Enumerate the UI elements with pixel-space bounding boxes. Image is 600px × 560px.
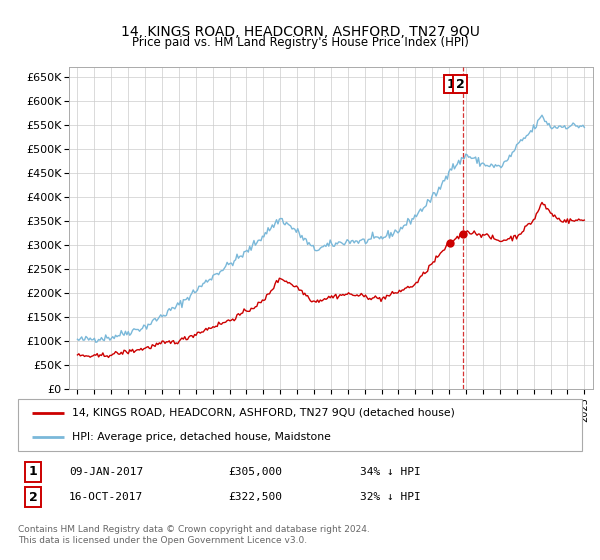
Text: 1: 1 [446,77,455,91]
Text: £322,500: £322,500 [228,492,282,502]
Text: 2: 2 [29,491,37,504]
Text: 14, KINGS ROAD, HEADCORN, ASHFORD, TN27 9QU: 14, KINGS ROAD, HEADCORN, ASHFORD, TN27 … [121,25,479,39]
Text: HPI: Average price, detached house, Maidstone: HPI: Average price, detached house, Maid… [71,432,331,442]
Text: 14, KINGS ROAD, HEADCORN, ASHFORD, TN27 9QU (detached house): 14, KINGS ROAD, HEADCORN, ASHFORD, TN27 … [71,408,454,418]
Text: Price paid vs. HM Land Registry's House Price Index (HPI): Price paid vs. HM Land Registry's House … [131,36,469,49]
Text: 16-OCT-2017: 16-OCT-2017 [69,492,143,502]
Text: 1: 1 [29,465,37,478]
Text: 34% ↓ HPI: 34% ↓ HPI [360,466,421,477]
Text: Contains HM Land Registry data © Crown copyright and database right 2024.
This d: Contains HM Land Registry data © Crown c… [18,525,370,545]
Text: 32% ↓ HPI: 32% ↓ HPI [360,492,421,502]
Text: £305,000: £305,000 [228,466,282,477]
Text: 09-JAN-2017: 09-JAN-2017 [69,466,143,477]
Text: 2: 2 [456,77,464,91]
FancyBboxPatch shape [18,399,582,451]
